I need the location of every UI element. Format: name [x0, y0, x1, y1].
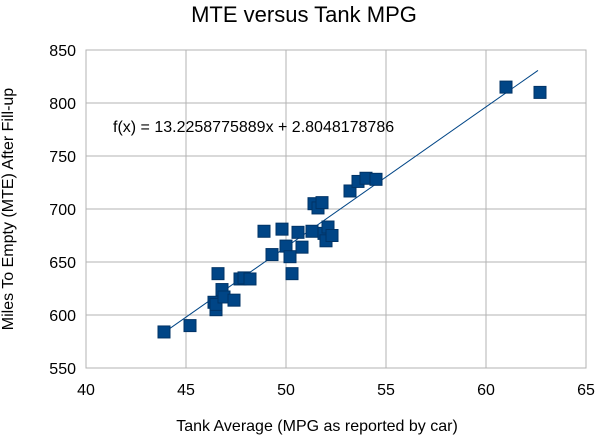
x-tick-label: 45 [177, 382, 195, 399]
tick-labels: 40 45 50 55 60 65 550 600 650 700 750 800 850 [49, 43, 595, 399]
data-point [285, 267, 299, 281]
y-tick-label: 800 [49, 96, 76, 113]
data-point [369, 172, 383, 186]
y-tick-label: 850 [49, 43, 76, 60]
data-point [265, 248, 279, 262]
data-point [257, 224, 271, 238]
x-axis-label: Tank Average (MPG as reported by car) [176, 418, 458, 435]
data-point [227, 293, 241, 307]
x-tick-label: 55 [377, 382, 395, 399]
x-tick-label: 50 [277, 382, 295, 399]
y-tick-label: 750 [49, 149, 76, 166]
trendline-equation: f(x) = 13.2258775889x + 2.8048178786 [113, 119, 394, 136]
data-point [243, 272, 257, 286]
data-point [157, 325, 171, 339]
data-point [343, 184, 357, 198]
data-point [499, 80, 513, 94]
x-tick-label: 40 [77, 382, 95, 399]
data-point [211, 267, 225, 281]
data-point [315, 196, 329, 210]
y-tick-label: 600 [49, 308, 76, 325]
data-point [183, 319, 197, 333]
y-tick-label: 700 [49, 202, 76, 219]
gridlines [85, 49, 587, 369]
data-point [533, 85, 547, 99]
plot-frame [85, 49, 587, 369]
data-point [275, 222, 289, 236]
y-tick-label: 550 [49, 361, 76, 378]
data-point [305, 224, 319, 238]
data-point [295, 240, 309, 254]
data-point [283, 250, 297, 264]
data-point [291, 225, 305, 239]
data-point [325, 229, 339, 242]
data-points [157, 80, 547, 339]
x-tick-label: 60 [477, 382, 495, 399]
chart-title: MTE versus Tank MPG [191, 2, 417, 27]
y-tick-label: 650 [49, 255, 76, 272]
y-axis-label: Miles To Empty (MTE) After Fill-up [0, 88, 17, 331]
x-tick-label: 65 [577, 382, 595, 399]
